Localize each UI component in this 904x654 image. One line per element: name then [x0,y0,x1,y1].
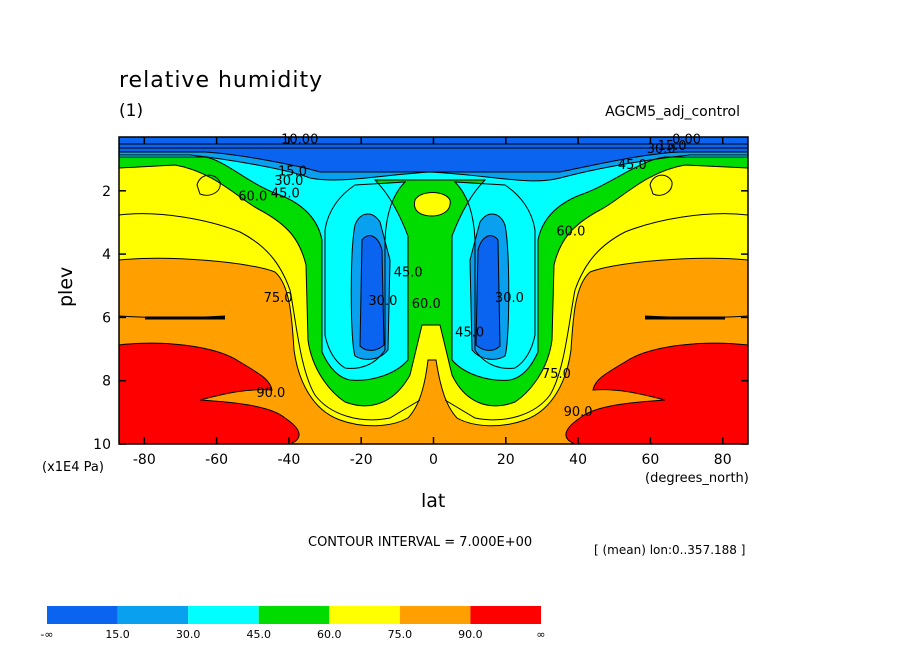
contour-line [119,213,421,421]
contour-label: 30.0 [274,174,303,189]
y-axis-unit: (x1E4 Pa) [42,460,104,475]
x-tick-label: -80 [133,452,156,468]
contour-label: 90.0 [256,386,285,401]
contour-line [350,213,391,360]
band-below-15-core-left [360,235,384,351]
contour-line [359,235,385,351]
colorbar-label: 30.0 [176,628,201,641]
contour-line [469,213,510,360]
contour-label: 45.0 [455,326,484,341]
contour-line [475,235,501,351]
y-tick-label: 2 [102,184,111,200]
colorbar-swatch [329,606,400,624]
colorbar-swatch [470,606,541,624]
colorbar: -∞ 15.0 30.0 45.0 60.0 75.0 90.0 ∞ [40,606,546,641]
colorbar-label: -∞ [40,628,53,641]
colorbar-swatch [117,606,189,624]
contour-line [413,192,451,217]
colorbar-label: 60.0 [317,628,342,641]
colorbar-swatch [399,606,471,624]
x-tick-label: -60 [205,452,228,468]
contour-line [119,151,748,173]
contour-lines [119,143,748,444]
contour-line [119,342,300,444]
contour-label: 60.0 [556,224,585,239]
x-tick-label: -40 [277,452,300,468]
contour-label: 30.0 [495,291,524,306]
contour-label: 90.0 [564,405,593,420]
contour-line [119,164,748,407]
y-tick-label: 4 [102,247,111,263]
contour-fills [119,137,748,444]
contour-label: 75.0 [542,367,571,382]
contour-line [444,213,748,421]
contour-label: 15.0 [278,164,307,179]
colorbar-swatch [47,606,118,624]
y-tick-label: 8 [102,374,111,390]
contour-line [119,257,748,427]
y-tick-label: 6 [102,310,111,326]
contour-label: 75.0 [264,291,293,306]
contour-line [196,174,221,196]
band-above-90-left [119,343,300,444]
contour-line [649,174,673,196]
band-60-75-equator-pocket [414,192,451,216]
x-tick-label: -20 [350,452,373,468]
contour-line [565,342,748,444]
contour-label: 45.0 [618,158,647,173]
contour-line [119,154,748,182]
x-tick-label: 20 [497,452,515,468]
colorbar-label: 45.0 [246,628,271,641]
contour-labels: 10.0015.030.045.060.075.090.030.045.060.… [238,133,701,420]
contour-label: 30.0 [647,142,676,157]
contour-label: 30.0 [368,294,397,309]
band-below-15-core-right [476,235,500,351]
colorbar-label: 75.0 [388,628,413,641]
band-above-90-right [565,343,748,444]
contour-label: 60.0 [412,297,441,312]
averaging-note: [ (mean) lon:0..357.188 ] [594,543,746,557]
x-tick-label: 40 [569,452,587,468]
contour-interval: CONTOUR INTERVAL = 7.000E+00 [308,535,533,550]
band-75-90 [119,258,748,444]
colorbar-label: ∞ [536,628,545,641]
x-axis-label: lat [421,490,446,512]
chart-title: relative humidity [119,68,324,93]
contour-label: 45.0 [271,186,300,201]
contour-line [119,156,748,381]
contour-label: 10.00 [281,133,318,148]
x-axis-unit: (degrees_north) [645,471,749,486]
y-tick-label: 10 [93,437,111,453]
x-tick-label: 0 [429,452,438,468]
colorbar-label: 15.0 [105,628,130,641]
colorbar-label: 90.0 [458,628,483,641]
contour-label: 45.0 [394,266,423,281]
colorbar-swatch [258,606,330,624]
experiment-label: AGCM5_adj_control [605,104,740,120]
panel-label: (1) [119,101,144,121]
axis-ticks: -80 -60 -40 -20 0 20 40 60 80 2 4 6 8 10 [93,137,748,468]
contour-label: 60.0 [238,190,267,205]
x-tick-label: 60 [641,452,659,468]
x-tick-label: 80 [714,452,732,468]
colorbar-swatch [188,606,259,624]
contour-label: 0.00 [672,133,701,148]
contour-label: 15.0 [658,139,687,154]
